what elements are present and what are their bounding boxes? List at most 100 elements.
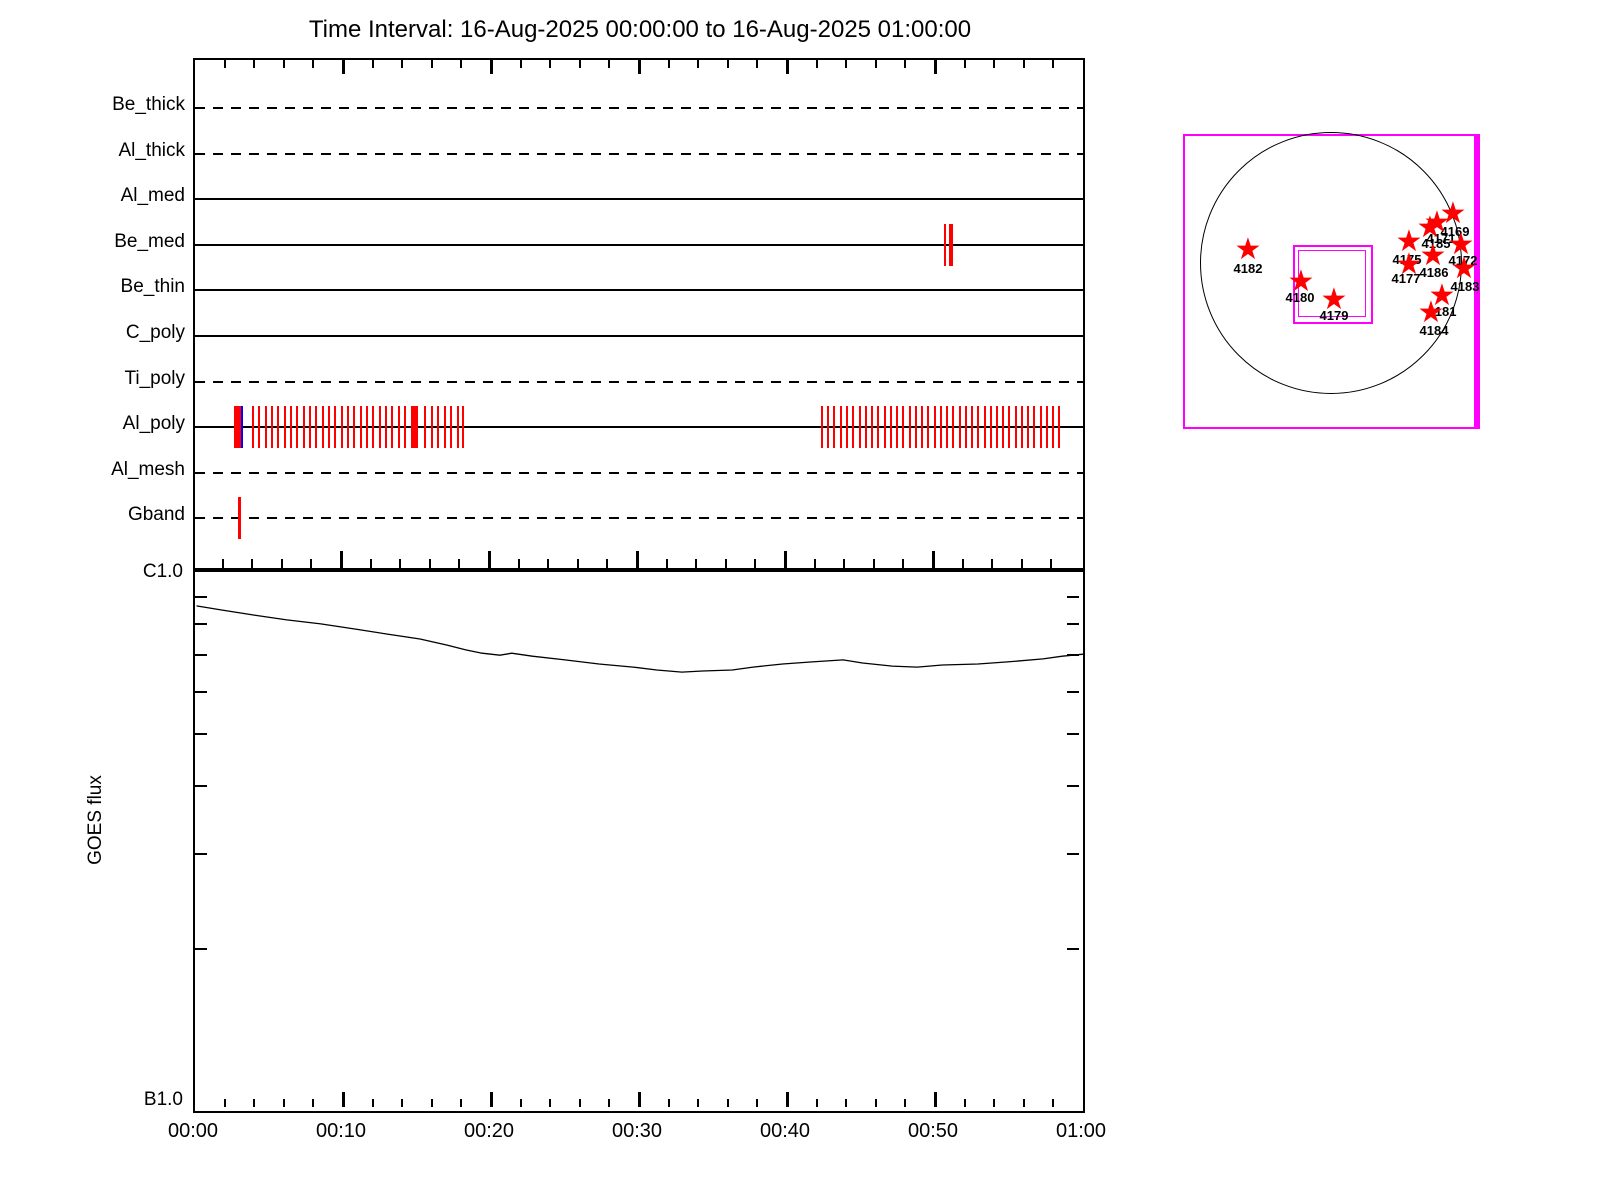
- active-region-label: 4185: [1421, 236, 1451, 251]
- exposure-tick: [1008, 406, 1010, 448]
- filter-row-label: C_poly: [125, 322, 185, 343]
- exposure-tick: [411, 406, 419, 448]
- exposure-tick: [295, 406, 298, 448]
- active-region-star: ★: [1320, 282, 1348, 317]
- active-region-star: ★: [1395, 247, 1423, 282]
- axis-tick: [845, 1099, 848, 1107]
- filter-row-label: Be_thick: [112, 94, 185, 115]
- log-minor-tick: [1067, 733, 1079, 735]
- axis-tick: [430, 1099, 433, 1107]
- active-region-star: ★: [1234, 232, 1262, 267]
- axis-tick: [371, 1099, 374, 1107]
- axis-tick: [312, 1099, 315, 1107]
- axis-tick: [519, 60, 522, 68]
- active-region-label: 4179: [1319, 308, 1349, 323]
- axis-tick: [934, 1092, 937, 1107]
- x-tick-label: 00:40: [759, 1120, 811, 1142]
- axis-tick: [282, 60, 285, 68]
- active-region-star: ★: [1428, 278, 1456, 313]
- axis-tick: [490, 1092, 493, 1107]
- axis-tick: [253, 1099, 256, 1107]
- exposure-tick: [858, 406, 861, 448]
- axis-tick: [991, 559, 994, 576]
- axis-tick: [428, 559, 431, 576]
- exposure-tick: [915, 406, 918, 448]
- axis-tick: [872, 559, 875, 576]
- exposure-tick: [257, 406, 260, 448]
- x-tick-label: 00:20: [463, 1120, 515, 1142]
- chart-title: Time Interval: 16-Aug-2025 00:00:00 to 1…: [308, 16, 972, 43]
- exposure-tick: [845, 406, 848, 448]
- active-region-label: 4169: [1440, 224, 1470, 239]
- axis-tick: [401, 60, 404, 68]
- axis-tick: [932, 551, 935, 584]
- active-region-label: 4177: [1391, 271, 1421, 286]
- axis-tick: [845, 60, 848, 68]
- active-region-label: 4175: [1392, 252, 1422, 267]
- exposure-tick: [865, 406, 868, 448]
- axis-tick: [784, 551, 787, 584]
- exposure-tick: [404, 406, 406, 448]
- exposure-tick: [940, 406, 943, 448]
- exposure-tick: [302, 406, 305, 448]
- exposure-tick: [397, 406, 400, 448]
- filter-row-label: Al_poly: [122, 413, 185, 434]
- axis-tick: [340, 551, 343, 584]
- exposure-tick: [902, 406, 905, 448]
- axis-tick: [1050, 559, 1053, 576]
- exposure-tick: [265, 406, 268, 448]
- x-tick-label: 00:00: [167, 1120, 219, 1142]
- exposure-tick: [327, 406, 330, 448]
- axis-tick: [460, 1099, 463, 1107]
- exposure-tick: [379, 406, 381, 448]
- active-region-label: 4183: [1450, 279, 1480, 294]
- exposure-tick: [437, 406, 440, 448]
- exposure-tick: [959, 406, 961, 448]
- log-minor-tick: [1067, 596, 1079, 598]
- exposure-tick: [456, 406, 459, 448]
- axis-tick: [815, 60, 818, 68]
- exposure-tick: [1033, 406, 1035, 448]
- axis-tick: [754, 559, 757, 576]
- axis-tick: [874, 1099, 877, 1107]
- active-region-star: ★: [1416, 210, 1444, 245]
- filter-row-label: Ti_poly: [124, 368, 185, 389]
- sun-map: ★ 4182 ★ 4180 ★ 4179 ★ 4175 ★ 4177 ★ 4169 ★ 4171 ★ 4185…: [1150, 120, 1490, 440]
- goes-flux-line: [196, 605, 1084, 673]
- exposure-tick: [277, 406, 280, 448]
- axis-tick: [786, 1092, 789, 1107]
- axis-tick: [578, 1099, 581, 1107]
- axis-tick: [726, 60, 729, 68]
- axis-tick: [934, 60, 937, 74]
- axis-tick: [606, 559, 609, 576]
- axis-tick: [401, 1099, 404, 1107]
- exposure-tick: [340, 406, 343, 448]
- exposure-tick: [462, 406, 465, 448]
- axis-tick: [697, 60, 700, 68]
- filter-row-line: [195, 289, 1083, 291]
- log-minor-tick: [1067, 691, 1079, 693]
- exposure-tick: [820, 406, 823, 448]
- exposure-tick: [920, 406, 923, 448]
- axis-tick: [519, 1099, 522, 1107]
- exposure-tick: [826, 406, 829, 448]
- axis-tick: [667, 1099, 670, 1107]
- filter-row-line: [195, 107, 1083, 109]
- axis-tick: [547, 559, 550, 576]
- active-region-star: ★: [1419, 238, 1447, 273]
- axis-tick: [282, 1099, 285, 1107]
- axis-tick: [724, 559, 727, 576]
- axis-tick: [369, 559, 372, 576]
- axis-tick: [488, 551, 491, 584]
- exposure-tick: [360, 406, 363, 448]
- exposure-tick: [852, 406, 854, 448]
- exposure-tick: [927, 406, 930, 448]
- active-region-label: 4171: [1426, 231, 1456, 246]
- exposure-tick: [443, 406, 446, 448]
- exposure-tick: [984, 406, 987, 448]
- active-region-label: 4186: [1419, 265, 1449, 280]
- active-region-label: 4182: [1233, 261, 1263, 276]
- log-minor-tick: [1067, 853, 1079, 855]
- active-region-star: ★: [1423, 205, 1451, 240]
- axis-tick: [665, 559, 668, 576]
